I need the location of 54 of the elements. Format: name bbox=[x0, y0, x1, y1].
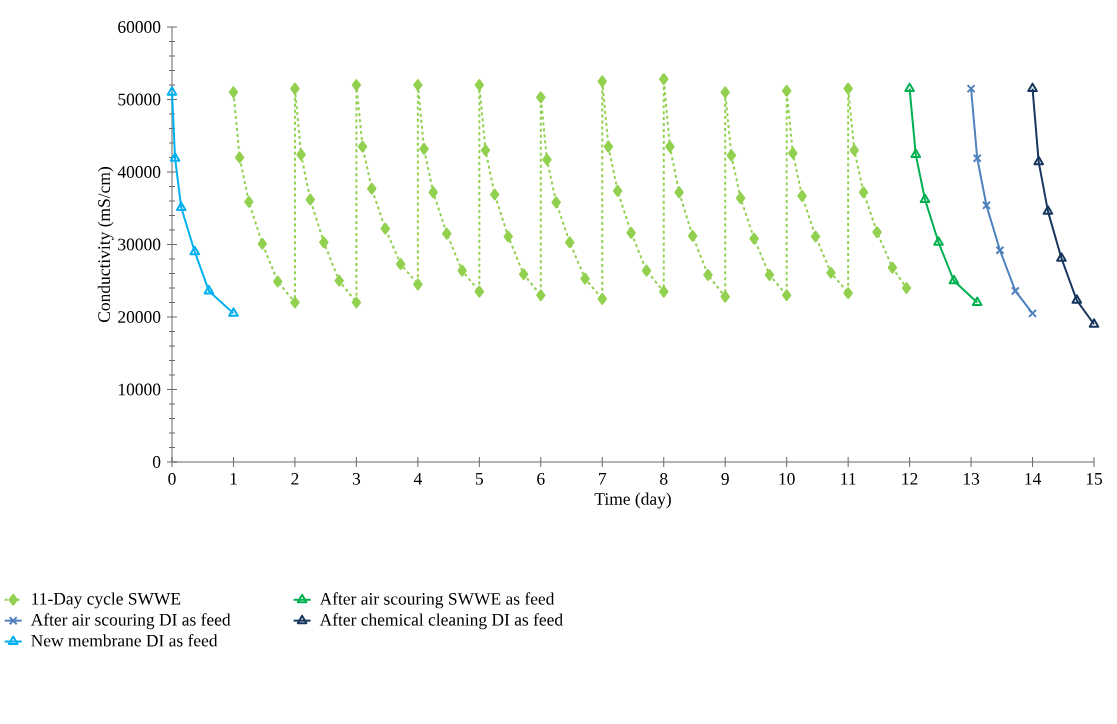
point bbox=[228, 307, 239, 317]
x-tick-label: 3 bbox=[352, 473, 361, 485]
x-tick-label: 4 bbox=[413, 473, 422, 485]
point bbox=[933, 236, 944, 246]
x-tick-label: 1 bbox=[230, 473, 237, 485]
x-tick-label: 13 bbox=[963, 473, 980, 485]
y-tick-label: 30000 bbox=[118, 238, 161, 251]
y-tick-label: 20000 bbox=[118, 311, 161, 323]
x-tick-label: 7 bbox=[599, 473, 607, 485]
y-tick-label: 10000 bbox=[118, 383, 161, 396]
legend-label: After chemical cleaning DI as feed bbox=[319, 613, 563, 630]
legend-label: 11-Day cycle SWWE bbox=[32, 592, 181, 609]
point bbox=[971, 296, 983, 306]
legend-label: After air scouring DI as feed bbox=[30, 613, 231, 630]
x-tick-label: 11 bbox=[841, 473, 856, 485]
y-axis-title: Conductivity (mS/cm) bbox=[97, 167, 114, 322]
x-tick-label: 9 bbox=[721, 473, 729, 485]
y-tick-label: 60000 bbox=[118, 21, 161, 33]
point bbox=[904, 82, 915, 93]
x-tick-label: 8 bbox=[660, 473, 668, 485]
point bbox=[166, 86, 178, 96]
x-tick-label: 0 bbox=[168, 473, 176, 485]
x-tick-label: 6 bbox=[537, 473, 545, 485]
point bbox=[995, 245, 1005, 255]
point bbox=[1010, 286, 1020, 296]
x-tick-label: 10 bbox=[779, 473, 795, 485]
point bbox=[189, 245, 201, 256]
point bbox=[919, 193, 931, 204]
point bbox=[1056, 252, 1067, 262]
legend-label: New membrane DI as feed bbox=[31, 634, 218, 647]
legend-label: After air scouring SWWE as feed bbox=[319, 592, 555, 609]
point bbox=[1042, 205, 1054, 215]
point bbox=[972, 153, 982, 163]
x-axis-title: Time (day) bbox=[594, 492, 671, 509]
point bbox=[1027, 82, 1038, 93]
point bbox=[1033, 155, 1044, 166]
point bbox=[175, 201, 187, 212]
point bbox=[948, 274, 960, 285]
x-tick-label: 5 bbox=[475, 473, 484, 485]
point bbox=[966, 84, 976, 94]
x-tick-label: 2 bbox=[291, 473, 299, 485]
y-tick-label: 50000 bbox=[118, 93, 161, 106]
point bbox=[169, 152, 181, 162]
point bbox=[1071, 294, 1083, 304]
y-tick-label: 40000 bbox=[117, 166, 161, 178]
x-tick-label: 14 bbox=[1025, 473, 1041, 485]
point bbox=[1028, 308, 1038, 318]
point bbox=[910, 148, 922, 159]
y-tick-label: 0 bbox=[152, 456, 161, 468]
x-tick-label: 15 bbox=[1086, 473, 1103, 485]
point bbox=[1088, 318, 1100, 328]
point bbox=[203, 284, 215, 295]
point bbox=[981, 200, 991, 210]
x-tick-label: 12 bbox=[902, 473, 918, 485]
